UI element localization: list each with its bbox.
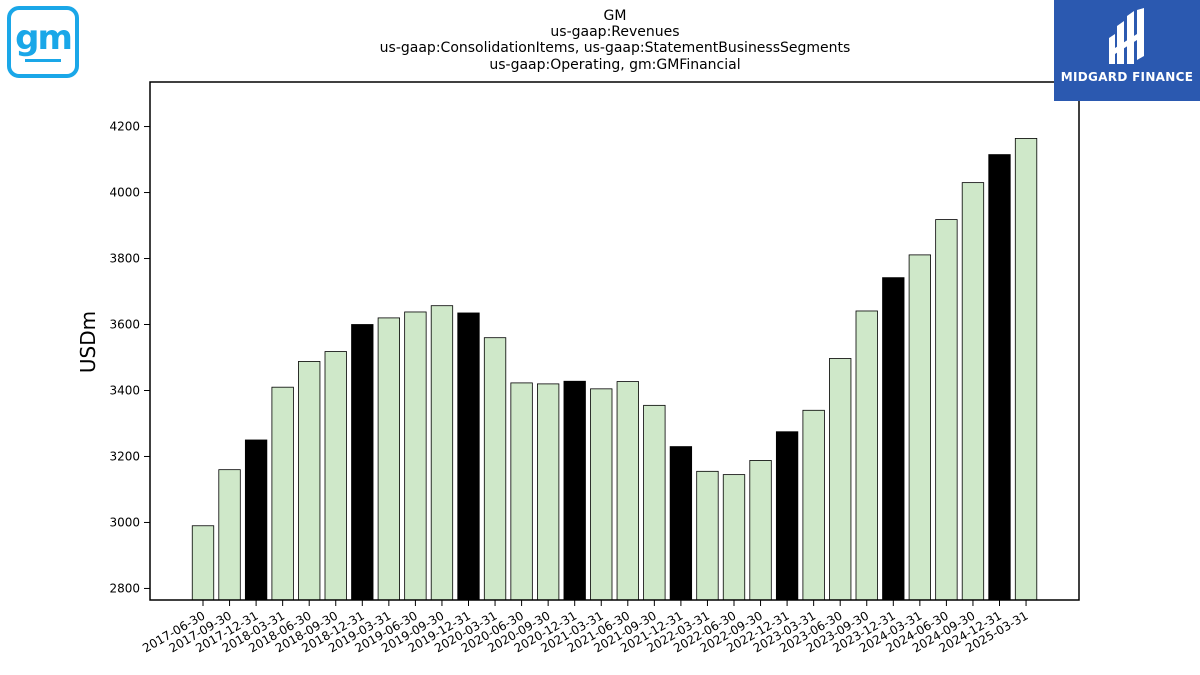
chart-subtitle-1: us-gaap:Revenues <box>550 24 679 40</box>
y-tick-label-2800: 2800 <box>109 581 140 595</box>
y-tick-label-3600: 3600 <box>109 318 140 332</box>
bar-2019-09-30 <box>430 305 454 601</box>
bar-2025-03-31 <box>1014 138 1038 601</box>
midgard-logo-text: MIDGARD FINANCE <box>1060 70 1194 84</box>
bar-2023-09-30 <box>855 310 878 601</box>
bar-2018-03-31 <box>271 386 294 601</box>
y-tick-label-3400: 3400 <box>109 383 140 397</box>
y-tick-label-3000: 3000 <box>109 515 140 529</box>
bar-2023-06-30 <box>829 358 852 601</box>
plot-frame <box>149 81 1080 601</box>
bar-2017-06-30 <box>191 525 215 601</box>
y-tick-label-4200: 4200 <box>109 120 140 134</box>
bar-2022-09-30 <box>749 460 772 601</box>
bar-2022-12-31 <box>775 431 799 601</box>
bars-group <box>191 138 1038 601</box>
midgard-finance-logo: MIDGARD FINANCE <box>1054 0 1200 101</box>
bar-2024-12-31 <box>988 154 1011 601</box>
bar-2024-09-30 <box>961 182 985 601</box>
y-axis-label: USDm <box>76 311 100 373</box>
bar-2021-03-31 <box>590 388 613 601</box>
bar-2024-03-31 <box>908 254 931 601</box>
y-tick-label-3200: 3200 <box>109 449 140 463</box>
bar-2024-06-30 <box>935 219 958 601</box>
bar-2020-03-31 <box>483 337 507 601</box>
bar-2023-03-31 <box>802 409 825 601</box>
y-ticks-group: 2800 3000 3200 3400 3600 3800 4000 4200 <box>109 120 150 595</box>
bar-2020-06-30 <box>510 382 533 601</box>
gm-logo-underline <box>25 59 61 62</box>
bar-2018-06-30 <box>298 361 321 601</box>
chart-title: GM <box>604 8 627 24</box>
bar-2020-09-30 <box>537 383 560 601</box>
midgard-mark-icon <box>1109 8 1144 64</box>
bar-2018-09-30 <box>324 351 347 601</box>
bar-2021-06-30 <box>616 381 639 601</box>
chart-subtitle-3: us-gaap:Operating, gm:GMFinancial <box>489 57 740 73</box>
gm-logo: gm <box>7 6 79 78</box>
bar-2017-12-31 <box>244 439 268 601</box>
bar-2022-03-31 <box>696 470 719 601</box>
gm-logo-text: gm <box>15 18 73 58</box>
bar-2020-12-31 <box>563 380 586 601</box>
bar-2023-12-31 <box>882 277 905 601</box>
bar-2019-06-30 <box>404 311 427 601</box>
bar-2019-12-31 <box>457 312 480 601</box>
chart-subtitle-2: us-gaap:ConsolidationItems, us-gaap:Stat… <box>380 40 851 56</box>
x-ticks-group: 2017-06-302017-09-302017-12-312018-03-31… <box>140 600 1031 655</box>
bar-2018-12-31 <box>351 324 374 601</box>
bar-2019-03-31 <box>377 317 401 601</box>
y-tick-label-4000: 4000 <box>109 186 140 200</box>
bar-2017-09-30 <box>218 469 241 601</box>
bar-2022-06-30 <box>722 474 746 601</box>
bar-2021-12-31 <box>669 446 693 601</box>
bar-2021-09-30 <box>643 404 666 601</box>
y-tick-label-3800: 3800 <box>109 252 140 266</box>
